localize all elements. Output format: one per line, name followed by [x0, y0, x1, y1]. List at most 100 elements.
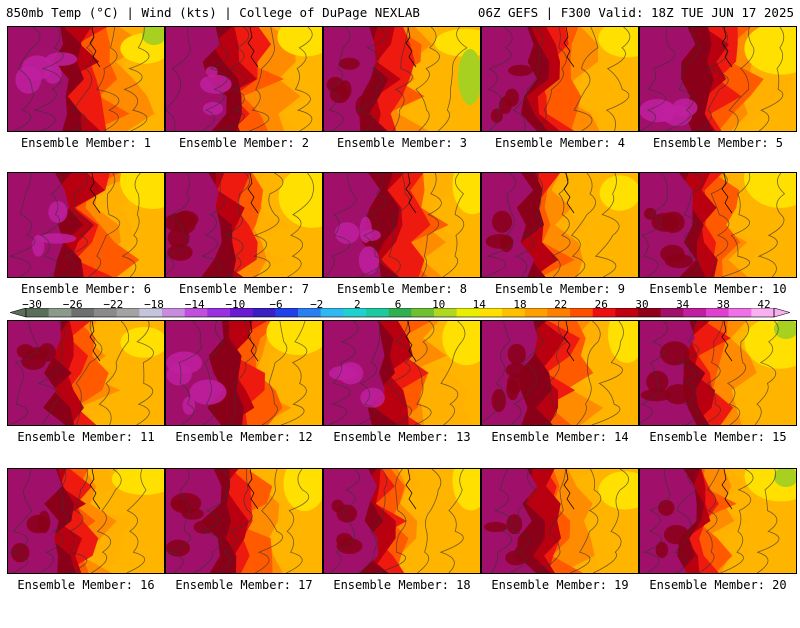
colorbar-tick-label: 18 — [513, 298, 527, 311]
colorbar-swatch — [706, 308, 729, 317]
ensemble-member-label: Ensemble Member: 2 — [178, 136, 310, 150]
colorbar-tick-label: 38 — [716, 298, 730, 311]
ensemble-member-label: Ensemble Member: 9 — [494, 282, 626, 296]
colorbar-swatch — [26, 308, 49, 317]
colorbar-tick-label: 26 — [594, 298, 608, 311]
colorbar-tick-label: 30 — [635, 298, 649, 311]
temperature-map — [165, 320, 323, 426]
colorbar-swatch — [230, 308, 253, 317]
ensemble-member-label: Ensemble Member: 8 — [336, 282, 468, 296]
ensemble-member-panel: Ensemble Member: 20 — [639, 468, 797, 628]
ensemble-member-panel: Ensemble Member: 14 — [481, 320, 639, 480]
colorbar-swatch — [116, 308, 140, 317]
ensemble-member-panel: Ensemble Member: 16 — [7, 468, 165, 628]
colorbar-swatch — [660, 308, 684, 317]
colorbar-max-arrow — [773, 308, 790, 318]
colorbar-tick-label: −22 — [103, 298, 124, 311]
ensemble-member-panel: Ensemble Member: 11 — [7, 320, 165, 480]
colorbar-tick-label: 6 — [394, 298, 402, 311]
colorbar-swatch — [411, 308, 435, 317]
temperature-map — [639, 26, 797, 132]
colorbar-swatch — [162, 308, 185, 317]
colorbar-swatch — [615, 308, 639, 317]
colorbar-swatch — [592, 308, 616, 317]
ensemble-member-label: Ensemble Member: 10 — [649, 282, 787, 296]
temperature-map — [165, 26, 323, 132]
colorbar-swatch — [343, 308, 367, 317]
ensemble-member-panel: Ensemble Member: 8 — [323, 172, 481, 332]
temperature-map — [481, 172, 639, 278]
ensemble-member-label: Ensemble Member: 15 — [649, 430, 787, 444]
ensemble-panel-grid: Ensemble Member: 1 Ensemble Member: 2 Ense… — [7, 26, 797, 592]
temperature-map — [481, 468, 639, 574]
ensemble-member-label: Ensemble Member: 11 — [17, 430, 155, 444]
colorbar-swatch — [751, 308, 775, 317]
colorbar-swatch — [366, 308, 389, 317]
temperature-map — [639, 320, 797, 426]
temperature-map — [639, 468, 797, 574]
colorbar-swatch — [638, 308, 661, 317]
colorbar-tick-label: −10 — [225, 298, 246, 311]
temperature-map — [323, 172, 481, 278]
colorbar-swatch — [547, 308, 571, 317]
colorbar-swatch — [388, 308, 412, 317]
ensemble-member-label: Ensemble Member: 20 — [649, 578, 787, 592]
ensemble-member-panel: Ensemble Member: 4 — [481, 26, 639, 186]
ensemble-member-panel: Ensemble Member: 12 — [165, 320, 323, 480]
ensemble-member-label: Ensemble Member: 6 — [20, 282, 152, 296]
colorbar-tick-label: 42 — [757, 298, 771, 311]
temperature-map — [481, 26, 639, 132]
ensemble-member-panel: Ensemble Member: 1 — [7, 26, 165, 186]
temperature-map — [7, 468, 165, 574]
ensemble-member-panel: Ensemble Member: 6 — [7, 172, 165, 332]
ensemble-member-panel: Ensemble Member: 3 — [323, 26, 481, 186]
ensemble-member-label: Ensemble Member: 16 — [17, 578, 155, 592]
model-run-info: 06Z GEFS | F300 Valid: 18Z TUE JUN 17 20… — [477, 5, 794, 20]
ensemble-member-label: Ensemble Member: 19 — [491, 578, 629, 592]
colorbar-swatch — [434, 308, 457, 317]
ensemble-member-label: Ensemble Member: 18 — [333, 578, 471, 592]
colorbar-tick-label: −2 — [310, 298, 324, 311]
temperature-map — [323, 468, 481, 574]
colorbar-tick-label: −30 — [22, 298, 42, 311]
temperature-map — [7, 26, 165, 132]
ensemble-member-panel: Ensemble Member: 5 — [639, 26, 797, 186]
ensemble-member-panel: Ensemble Member: 7 — [165, 172, 323, 332]
ensemble-member-panel: Ensemble Member: 13 — [323, 320, 481, 480]
colorbar-swatches — [10, 308, 790, 318]
ensemble-member-label: Ensemble Member: 12 — [175, 430, 313, 444]
colorbar-tick-label: 10 — [432, 298, 446, 311]
colorbar-swatch — [570, 308, 593, 317]
chart-title: 850mb Temp (°C) | Wind (kts) | College o… — [6, 5, 420, 20]
temperature-map — [481, 320, 639, 426]
colorbar-tick-label: −6 — [269, 298, 283, 311]
ensemble-member-panel: Ensemble Member: 19 — [481, 468, 639, 628]
ensemble-member-label: Ensemble Member: 13 — [333, 430, 471, 444]
ensemble-member-label: Ensemble Member: 4 — [494, 136, 626, 150]
ensemble-member-panel: Ensemble Member: 10 — [639, 172, 797, 332]
colorbar-tick-label: 22 — [554, 298, 568, 311]
ensemble-member-panel: Ensemble Member: 9 — [481, 172, 639, 332]
colorbar-tick-label: −18 — [144, 298, 164, 311]
temperature-map — [7, 172, 165, 278]
ensemble-member-panel: Ensemble Member: 18 — [323, 468, 481, 628]
temperature-map — [323, 26, 481, 132]
ensemble-member-label: Ensemble Member: 3 — [336, 136, 468, 150]
ensemble-member-panel: Ensemble Member: 15 — [639, 320, 797, 480]
ensemble-member-label: Ensemble Member: 7 — [178, 282, 310, 296]
colorbar-tick-label: 14 — [472, 298, 486, 311]
colorbar-swatch — [184, 308, 208, 317]
colorbar-swatch — [728, 308, 752, 317]
colorbar-swatch — [320, 308, 344, 317]
ensemble-member-label: Ensemble Member: 17 — [175, 578, 313, 592]
colorbar-swatch — [139, 308, 163, 317]
colorbar-swatch — [207, 308, 231, 317]
colorbar-swatch — [502, 308, 525, 317]
ensemble-member-panel: Ensemble Member: 17 — [165, 468, 323, 628]
temperature-map — [639, 172, 797, 278]
colorbar-swatch — [298, 308, 321, 317]
temperature-map — [165, 468, 323, 574]
colorbar-swatch — [71, 308, 95, 317]
ensemble-member-label: Ensemble Member: 14 — [491, 430, 629, 444]
temperature-map — [165, 172, 323, 278]
